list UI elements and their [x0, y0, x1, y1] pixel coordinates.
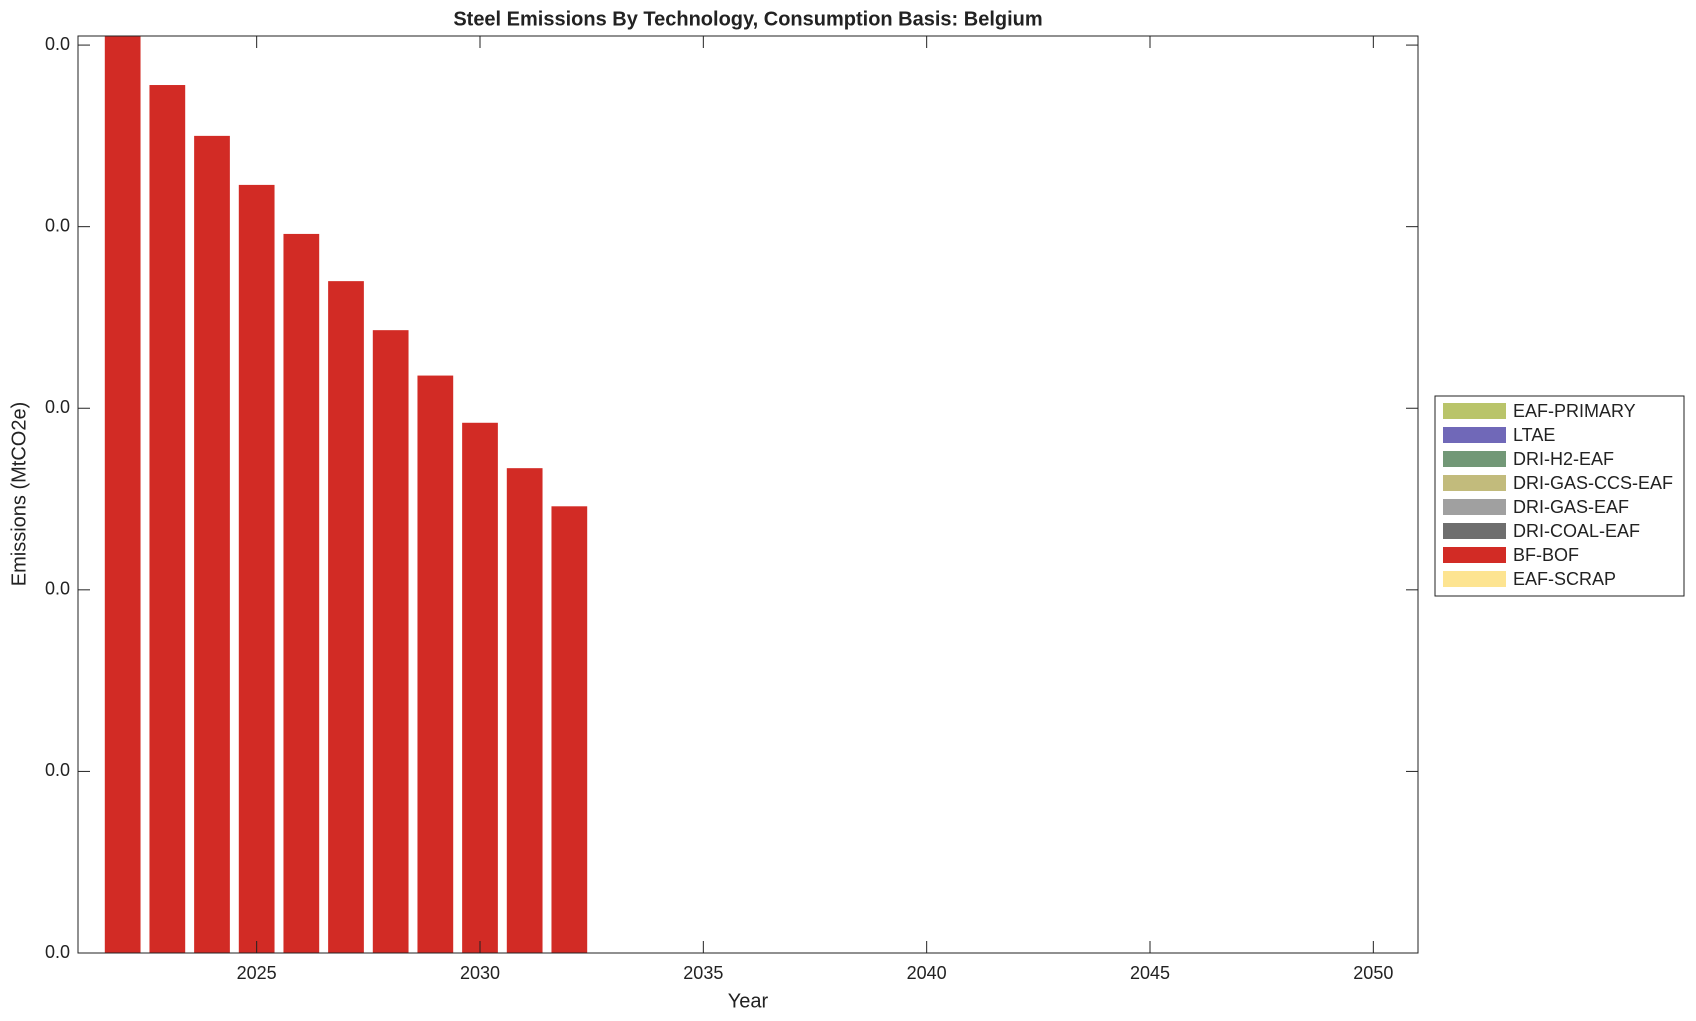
bar-segment: [462, 422, 498, 953]
y-tick-label: 0.0: [45, 760, 70, 780]
y-tick-label: 0.0: [45, 579, 70, 599]
legend-label: DRI-GAS-CCS-EAF: [1513, 473, 1673, 493]
legend-label: BF-BOF: [1513, 545, 1579, 565]
bar-segment: [194, 135, 230, 953]
legend-swatch: [1443, 499, 1506, 515]
legend-swatch: [1443, 547, 1506, 563]
bar-segment: [238, 184, 275, 953]
plot-frame: [77, 35, 1419, 954]
bars: [104, 36, 588, 953]
bar-segment: [283, 233, 320, 953]
x-axis-label: Year: [728, 990, 769, 1012]
y-axis-label: Emissions (MtCO2e): [8, 402, 30, 586]
y-tick-label: 0.0: [45, 34, 70, 54]
legend-swatch: [1443, 451, 1506, 467]
bar-segment: [104, 36, 141, 953]
x-tick-label: 2045: [1130, 963, 1170, 983]
bar-segment: [149, 85, 186, 953]
y-tick-label: 0.0: [45, 397, 70, 417]
legend-swatch: [1443, 523, 1506, 539]
legend-swatch: [1443, 403, 1506, 419]
x-tick-label: 2035: [683, 963, 723, 983]
legend-label: DRI-GAS-EAF: [1513, 497, 1629, 517]
legend-swatch: [1443, 475, 1506, 491]
x-tick-label: 2040: [907, 963, 947, 983]
bar-segment: [506, 468, 543, 953]
y-tick-label: 0.0: [45, 215, 70, 235]
bar-segment: [328, 281, 364, 953]
y-tick-label: 0.0: [45, 942, 70, 962]
bar-segment: [417, 375, 454, 953]
legend-label: EAF-SCRAP: [1513, 569, 1616, 589]
bar-segment: [551, 506, 588, 953]
legend-label: EAF-PRIMARY: [1513, 401, 1636, 421]
legend-label: DRI-H2-EAF: [1513, 449, 1614, 469]
x-tick-label: 2050: [1353, 963, 1393, 983]
legend-swatch: [1443, 427, 1506, 443]
x-tick-label: 2025: [237, 963, 277, 983]
x-tick-label: 2030: [460, 963, 500, 983]
legend-label: LTAE: [1513, 425, 1555, 445]
bar-segment: [372, 330, 409, 953]
legend-swatch: [1443, 571, 1506, 587]
legend-label: DRI-COAL-EAF: [1513, 521, 1640, 541]
chart-title: Steel Emissions By Technology, Consumpti…: [453, 8, 1042, 30]
